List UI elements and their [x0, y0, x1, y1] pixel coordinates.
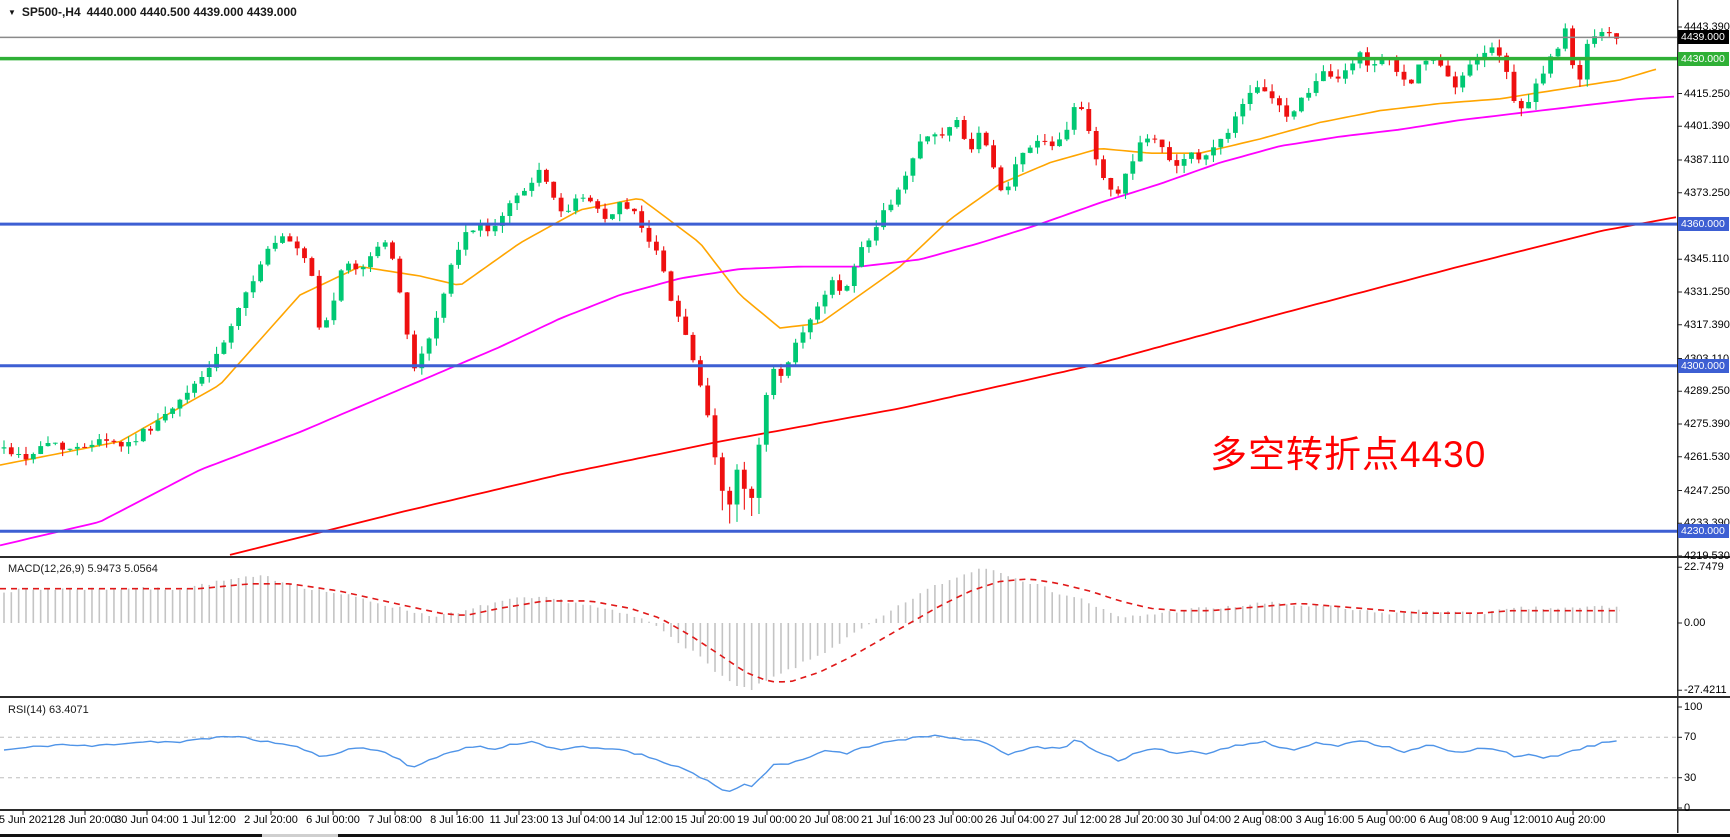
ma-fast-line [0, 68, 1657, 466]
ma-slow-line [229, 216, 1677, 556]
macd-signal-line [0, 578, 1621, 683]
rsi-layer [0, 734, 1677, 793]
ma-medium-line [0, 95, 1675, 547]
panel-separator [0, 809, 1730, 811]
h-scrollbar[interactable] [0, 834, 262, 837]
h-scrollbar-thumb[interactable] [262, 834, 338, 837]
trend-annotation: 多空转折点4430 [1210, 434, 1487, 475]
macd-layer [0, 568, 1621, 690]
chart-title: ▼ SP500-,H4 4440.000 4440.500 4439.000 4… [8, 5, 297, 19]
axis-separator [1677, 0, 1679, 833]
ohlc-quote: 4440.000 4440.500 4439.000 4439.000 [86, 5, 297, 19]
rsi-indicator-label: RSI(14) 63.4071 [8, 704, 89, 716]
panel-separator [0, 696, 1730, 698]
macd-indicator-label: MACD(12,26,9) 5.9473 5.0564 [8, 563, 158, 575]
h-scrollbar [338, 834, 1730, 837]
symbol-collapse-icon[interactable]: ▼ [8, 7, 16, 17]
panel-separator [0, 556, 1730, 558]
candles-layer [0, 23, 1677, 556]
symbol-timeframe: SP500-,H4 [21, 5, 81, 19]
rsi-line [3, 734, 1617, 793]
